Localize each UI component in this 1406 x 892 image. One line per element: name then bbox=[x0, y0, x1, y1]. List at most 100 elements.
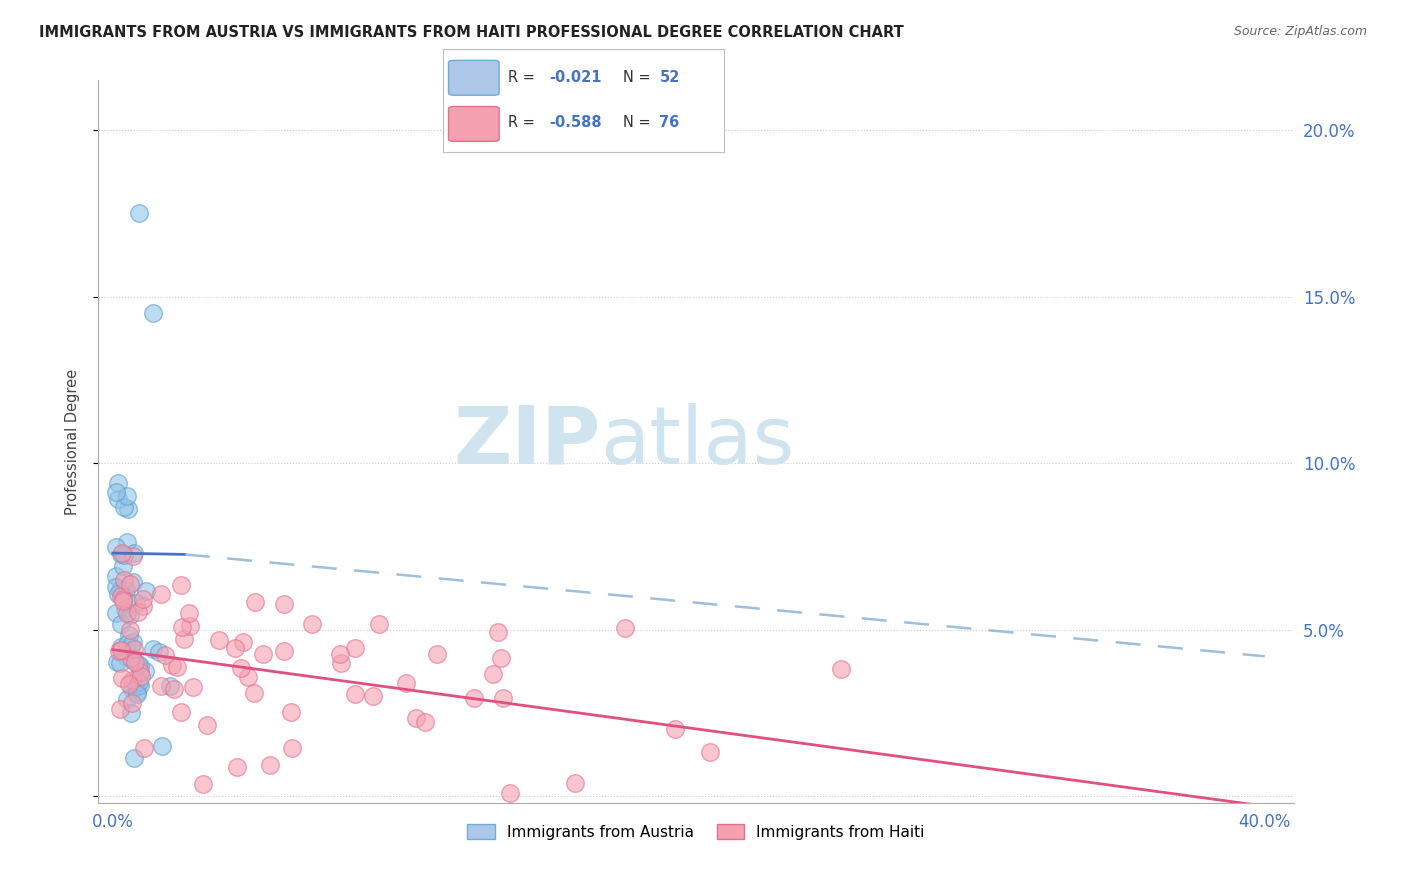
FancyBboxPatch shape bbox=[449, 106, 499, 141]
FancyBboxPatch shape bbox=[449, 61, 499, 95]
Point bbox=[111, 672, 134, 686]
Point bbox=[128, 674, 150, 689]
Point bbox=[229, 661, 252, 675]
Point bbox=[129, 669, 152, 683]
Point bbox=[226, 760, 249, 774]
Point bbox=[128, 206, 150, 220]
Point bbox=[127, 684, 149, 698]
Point bbox=[245, 595, 267, 609]
Point bbox=[134, 664, 156, 678]
Point bbox=[129, 678, 152, 692]
Point bbox=[191, 777, 214, 791]
Text: N =: N = bbox=[623, 115, 651, 130]
Point bbox=[159, 679, 181, 693]
Text: -0.021: -0.021 bbox=[550, 70, 602, 86]
Point bbox=[118, 628, 141, 642]
Point bbox=[121, 673, 143, 687]
Point bbox=[163, 682, 186, 697]
Text: 76: 76 bbox=[659, 115, 679, 130]
Point bbox=[413, 715, 436, 730]
Point bbox=[110, 547, 132, 561]
Point bbox=[122, 653, 145, 667]
Point bbox=[115, 606, 138, 620]
Text: R =: R = bbox=[508, 115, 534, 130]
Point bbox=[107, 491, 129, 506]
Point bbox=[120, 706, 142, 721]
Point bbox=[499, 786, 522, 800]
Point bbox=[120, 650, 142, 665]
Point bbox=[115, 691, 138, 706]
Point bbox=[118, 677, 141, 691]
Point bbox=[105, 541, 128, 555]
Point bbox=[132, 599, 155, 613]
Text: IMMIGRANTS FROM AUSTRIA VS IMMIGRANTS FROM HAITI PROFESSIONAL DEGREE CORRELATION: IMMIGRANTS FROM AUSTRIA VS IMMIGRANTS FR… bbox=[39, 25, 904, 40]
Point bbox=[343, 641, 366, 656]
Point bbox=[132, 741, 155, 756]
Point bbox=[104, 580, 127, 594]
Point bbox=[114, 648, 136, 663]
FancyBboxPatch shape bbox=[443, 49, 724, 152]
Point bbox=[122, 549, 145, 564]
Point bbox=[148, 644, 170, 658]
Point bbox=[281, 741, 304, 756]
Point bbox=[179, 619, 201, 633]
Point bbox=[150, 679, 173, 693]
Point bbox=[124, 655, 146, 669]
Point bbox=[105, 484, 128, 499]
Legend: Immigrants from Austria, Immigrants from Haiti: Immigrants from Austria, Immigrants from… bbox=[461, 818, 931, 846]
Text: -0.588: -0.588 bbox=[550, 115, 602, 130]
Point bbox=[273, 598, 295, 612]
Point bbox=[224, 641, 246, 656]
Point bbox=[153, 648, 176, 663]
Point bbox=[114, 601, 136, 615]
Point bbox=[405, 711, 427, 725]
Text: ZIP: ZIP bbox=[453, 402, 600, 481]
Point bbox=[492, 691, 515, 706]
Point bbox=[170, 577, 193, 591]
Point bbox=[110, 640, 132, 655]
Point bbox=[115, 583, 138, 598]
Point bbox=[121, 696, 143, 710]
Point bbox=[242, 686, 264, 700]
Point bbox=[107, 587, 129, 601]
Point bbox=[125, 596, 148, 610]
Point bbox=[142, 306, 165, 320]
Point bbox=[481, 666, 503, 681]
Point bbox=[142, 642, 165, 657]
Point bbox=[122, 634, 145, 648]
Point bbox=[181, 680, 204, 694]
Point bbox=[236, 671, 259, 685]
Point bbox=[110, 656, 132, 670]
Point bbox=[135, 583, 157, 598]
Point bbox=[120, 639, 142, 653]
Point bbox=[122, 546, 145, 560]
Point bbox=[112, 573, 135, 587]
Point bbox=[111, 592, 134, 607]
Point bbox=[112, 548, 135, 562]
Point bbox=[329, 647, 352, 661]
Point bbox=[118, 607, 141, 622]
Point bbox=[110, 702, 132, 716]
Point bbox=[111, 559, 134, 574]
Point bbox=[125, 687, 148, 701]
Point bbox=[127, 606, 149, 620]
Point bbox=[207, 633, 229, 648]
Point bbox=[122, 642, 145, 657]
Point bbox=[179, 606, 201, 620]
Point bbox=[129, 665, 152, 679]
Point bbox=[110, 590, 132, 604]
Text: Source: ZipAtlas.com: Source: ZipAtlas.com bbox=[1233, 25, 1367, 38]
Point bbox=[112, 500, 135, 514]
Text: N =: N = bbox=[623, 70, 651, 86]
Point bbox=[301, 617, 323, 632]
Point bbox=[361, 689, 384, 703]
Point bbox=[367, 617, 389, 632]
Point bbox=[614, 621, 637, 635]
Point bbox=[105, 569, 128, 583]
Point bbox=[117, 535, 139, 549]
Point bbox=[132, 592, 155, 607]
Point bbox=[118, 576, 141, 591]
Point bbox=[129, 658, 152, 673]
Point bbox=[259, 757, 281, 772]
Point bbox=[105, 606, 128, 620]
